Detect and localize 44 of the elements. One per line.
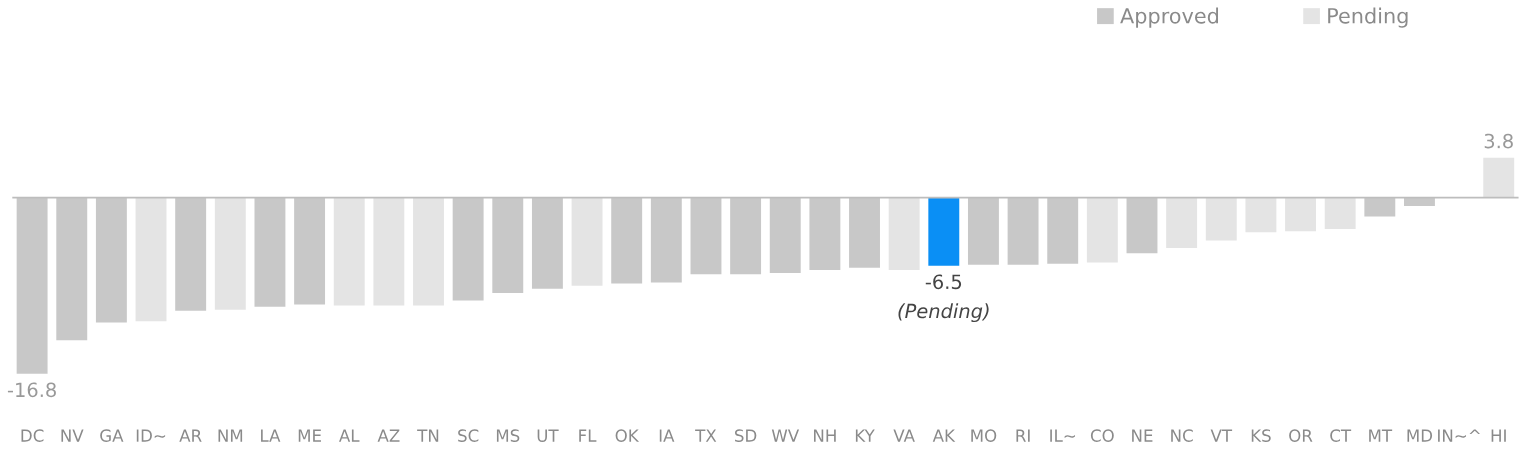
x-tick-label: WV (771, 429, 800, 442)
legend-label: Pending (1328, 7, 1408, 28)
x-tick-label: NH (814, 429, 836, 442)
x-tick-label: RI (1016, 429, 1030, 442)
x-tick-label: MO (971, 429, 997, 442)
x-tick-label: NV (61, 429, 84, 442)
x-tick-label: NE (1132, 429, 1153, 442)
x-tick-label: TX (695, 429, 717, 442)
x-tick-label: NM (218, 429, 243, 442)
x-tick-label: MS (496, 429, 520, 442)
x-tick-label: OK (615, 429, 640, 442)
x-tick-label: GA (100, 429, 124, 442)
data-label: -6.5 (925, 274, 962, 290)
x-tick-label: KS (1251, 429, 1271, 442)
x-tick-label: AZ (377, 429, 400, 442)
x-tick-label: CO (1090, 429, 1114, 442)
x-tick-label: LA (261, 429, 281, 442)
x-tick-label: KY (855, 429, 875, 442)
x-tick-label: IL~ (1050, 429, 1076, 442)
x-tick-label: IA (659, 429, 675, 442)
x-tick-label: ME (298, 429, 321, 442)
x-tick-label: HI (1491, 429, 1506, 442)
x-tick-label: AK (932, 429, 956, 442)
x-tick-label: ID~ (136, 429, 166, 442)
x-tick-label: UT (537, 429, 559, 442)
x-tick-label: AR (179, 429, 202, 442)
x-tick-label: MT (1369, 429, 1393, 442)
x-tick-label: VT (1210, 429, 1233, 442)
x-tick-label: VA (893, 429, 915, 442)
x-tick-label: DC (21, 429, 44, 442)
x-tick-label: SD (735, 429, 757, 442)
x-tick-label: SC (458, 429, 479, 442)
x-tick-label: AL (339, 429, 360, 442)
x-tick-label: IN~^ (1438, 429, 1480, 442)
x-tick-label: TN (417, 429, 439, 442)
x-tick-label: OR (1289, 429, 1313, 442)
x-tick-label: NC (1171, 429, 1193, 442)
data-label: 3.8 (1484, 133, 1513, 149)
annotation: (Pending) (898, 303, 989, 323)
data-label: -16.8 (7, 382, 56, 398)
legend-label: Approved (1120, 7, 1219, 28)
x-tick-label: FL (579, 429, 597, 442)
x-tick-label: CT (1330, 429, 1352, 442)
x-tick-label: MD (1407, 429, 1433, 442)
